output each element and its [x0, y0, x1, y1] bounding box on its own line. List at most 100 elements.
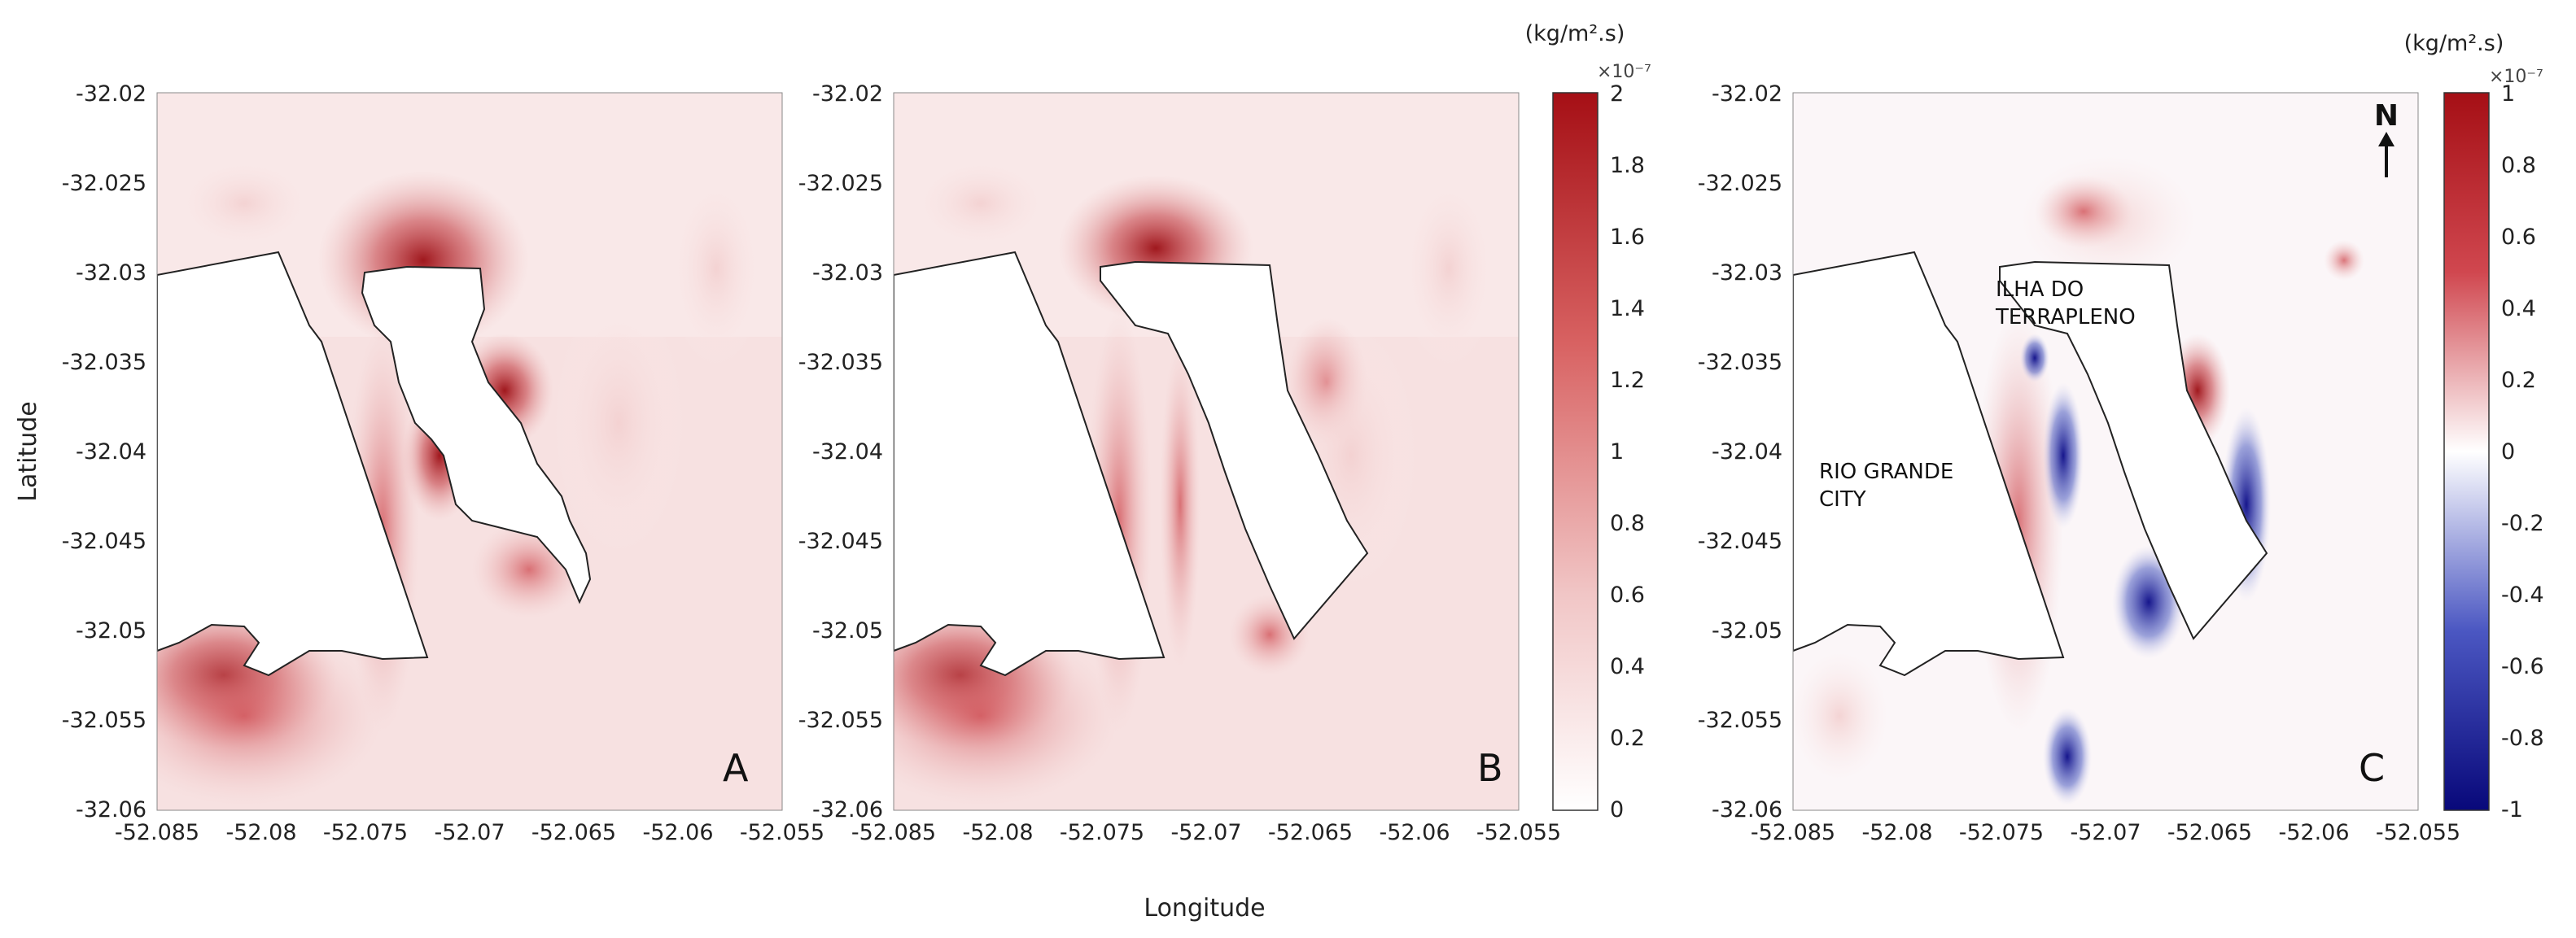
- colorbar-tick-label: 1: [2501, 81, 2515, 107]
- panel-c-island-label-line2: TERRAPLENO: [1995, 305, 2136, 329]
- y-tick-label: -32.05: [76, 618, 147, 644]
- panel-a-land-island: [361, 265, 592, 604]
- panel-c-city-label-line2: CITY: [1819, 487, 1866, 512]
- panel-c-city-label-line1: RIO GRANDE: [1819, 460, 1953, 484]
- y-tick-label: -32.06: [76, 797, 147, 822]
- x-tick-label: -52.085: [1751, 820, 1835, 845]
- x-tick-label: -52.085: [851, 820, 936, 845]
- north-arrow-label: N: [2374, 99, 2399, 133]
- y-tick-label: -32.05: [812, 618, 883, 644]
- y-tick-label: -32.02: [812, 81, 883, 107]
- panel-c-north-red: [2035, 175, 2132, 248]
- x-tick-label: -52.06: [642, 820, 713, 845]
- panel-c-red-northeast: [2324, 240, 2364, 281]
- x-tick-label: -52.075: [1959, 820, 2044, 845]
- panel-b-x-ticks: -52.085 -52.08 -52.075 -52.07 -52.065 -5…: [851, 820, 1561, 845]
- colorbar-tick-label: 1.8: [1610, 153, 1645, 178]
- x-tick-label: -52.08: [225, 820, 296, 845]
- colorbar-tick-label: -0.4: [2501, 582, 2544, 608]
- colorbar-tick-label: 1.6: [1610, 225, 1645, 250]
- x-tick-label: -52.08: [962, 820, 1033, 845]
- colorbar-tick-label: -0.8: [2501, 726, 2544, 751]
- colorbar-positive-exponent: ×10⁻⁷: [1597, 62, 1651, 82]
- colorbar-tick-label: 0.2: [1610, 726, 1645, 751]
- y-tick-label: -32.05: [1712, 618, 1782, 644]
- north-arrow-head: [2378, 132, 2394, 146]
- y-tick-label: -32.03: [76, 260, 147, 286]
- x-tick-label: -52.07: [434, 820, 505, 845]
- colorbar-tick-label: 0.4: [1610, 654, 1645, 679]
- x-tick-label: -52.055: [2376, 820, 2460, 845]
- y-tick-label: -32.035: [798, 350, 883, 375]
- y-tick-label: -32.045: [798, 529, 883, 554]
- colorbar-positive-bar: [1552, 92, 1599, 811]
- x-tick-label: -52.075: [1060, 820, 1144, 845]
- colorbar-diverging-exponent: ×10⁻⁷: [2489, 67, 2543, 87]
- colorbar-tick-label: 2: [1610, 81, 1624, 107]
- x-tick-label: -52.065: [531, 820, 616, 845]
- x-tick-label: -52.07: [1170, 820, 1241, 845]
- colorbar-tick-label: -0.6: [2501, 654, 2544, 679]
- y-tick-label: -32.03: [812, 260, 883, 286]
- panel-b-northeast-shoal: [1400, 171, 1498, 366]
- panel-b-plume-southwest: [894, 626, 1119, 805]
- panel-c-label: C: [2359, 746, 2385, 790]
- y-tick-label: -32.06: [1712, 797, 1782, 822]
- colorbar-tick-label: 0: [1610, 797, 1624, 822]
- colorbar-tick-label: 1.4: [1610, 296, 1645, 321]
- panel-a-northeast-shoal: [667, 171, 765, 366]
- y-tick-label: -32.02: [1712, 81, 1782, 107]
- colorbar-tick-label: 0: [2501, 439, 2515, 465]
- y-tick-label: -32.025: [62, 171, 147, 196]
- panel-a-x-ticks: -52.085 -52.08 -52.075 -52.07 -52.065 -5…: [115, 820, 824, 845]
- colorbar-positive-unit: (kg/m².s): [1525, 21, 1625, 46]
- panel-c-blue-strip: [2043, 382, 2084, 529]
- x-tick-label: -52.075: [323, 820, 408, 845]
- colorbar-tick-label: 0.4: [2501, 296, 2536, 321]
- colorbar-positive: (kg/m².s) ×10⁻⁷ 2 1.8 1.6 1.4 1.2 1 0.8 …: [1525, 21, 1651, 822]
- x-tick-label: -52.06: [2278, 820, 2349, 845]
- colorbar-tick-label: 1: [1610, 439, 1624, 465]
- colorbar-tick-label: 0.8: [1610, 511, 1645, 536]
- x-tick-label: -52.06: [1379, 820, 1450, 845]
- panel-b-land-city: [894, 251, 1166, 677]
- y-tick-label: -32.04: [1712, 439, 1782, 465]
- panel-a-northwest-shoal: [171, 155, 317, 252]
- x-tick-label: -52.065: [1268, 820, 1353, 845]
- colorbar-tick-label: 0.6: [1610, 582, 1645, 608]
- panel-b-northwest-shoal: [908, 155, 1054, 252]
- colorbar-tick-label: -0.2: [2501, 511, 2544, 536]
- y-tick-label: -32.04: [76, 439, 147, 465]
- panel-a-y-ticks: -32.02 -32.025 -32.03 -32.035 -32.04 -32…: [62, 81, 147, 822]
- panel-a: [157, 93, 782, 810]
- panel-c-southwest-pale: [1793, 651, 1888, 781]
- y-tick-label: -32.025: [1698, 171, 1782, 196]
- y-tick-label: -32.055: [1698, 708, 1782, 733]
- y-tick-label: -32.045: [1698, 529, 1782, 554]
- panel-c-island-label-line1: ILHA DO: [1996, 277, 2084, 302]
- y-axis-title: Latitude: [14, 401, 42, 501]
- panel-c-land-island: [1999, 260, 2268, 640]
- x-axis-title: Longitude: [1144, 894, 1265, 923]
- y-tick-label: -32.055: [62, 708, 147, 733]
- panel-c: [1793, 93, 2418, 810]
- colorbar-diverging: (kg/m².s) ×10⁻⁷ 1 0.8 0.6 0.4 0.2 0 -0.2…: [2404, 31, 2544, 822]
- y-tick-label: -32.025: [798, 171, 883, 196]
- y-tick-label: -32.04: [812, 439, 883, 465]
- panel-b-label: B: [1477, 746, 1503, 790]
- panel-b-frame: [893, 92, 1520, 811]
- panel-b: [894, 93, 1519, 810]
- colorbar-tick-label: 0.2: [2501, 368, 2536, 393]
- y-tick-label: -32.045: [62, 529, 147, 554]
- x-tick-label: -52.065: [2167, 820, 2252, 845]
- x-tick-label: -52.08: [1861, 820, 1932, 845]
- colorbar-tick-label: 1.2: [1610, 368, 1645, 393]
- panel-a-east-shoal: [553, 293, 684, 553]
- panel-a-label: A: [723, 746, 749, 790]
- panel-a-plume-southwest: [157, 626, 383, 805]
- panel-c-blue-southwest: [2043, 708, 2092, 805]
- panel-c-frame: [1792, 92, 2419, 811]
- colorbar-tick-label: 0.6: [2501, 225, 2536, 250]
- y-tick-label: -32.02: [76, 81, 147, 107]
